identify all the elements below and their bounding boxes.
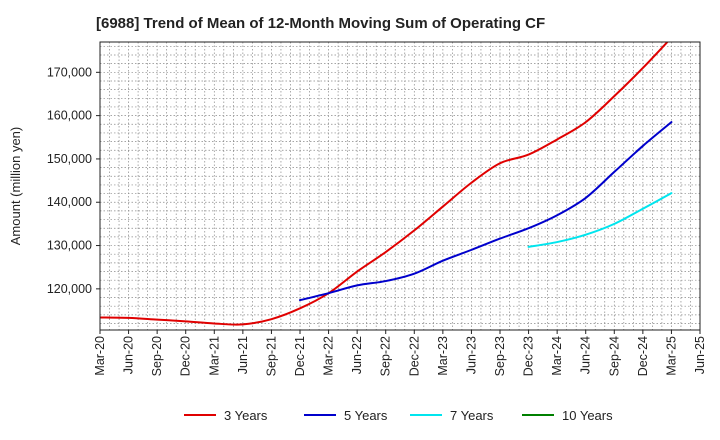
y-tick-label: 150,000 [47,152,92,166]
x-tick-label: Jun-23 [464,336,478,374]
y-tick-label: 130,000 [47,239,92,253]
x-tick-label: Dec-20 [179,336,193,376]
grid-vertical [109,42,691,330]
legend-label-7-years: 7 Years [450,408,494,423]
x-tick-label: Mar-25 [664,336,678,376]
y-axis-label: Amount (million yen) [8,127,23,246]
y-tick-label: 140,000 [47,195,92,209]
chart-title: [6988] Trend of Mean of 12-Month Moving … [96,15,545,32]
y-tick-labels: 120,000 130,000 140,000 150,000 160,000 170,0… [47,65,100,296]
x-tick-label: Dec-21 [293,336,307,376]
x-tick-label: Sep-23 [493,336,507,376]
legend-label-3-years: 3 Years [224,408,268,423]
series-lines [100,42,673,326]
y-tick-label: 170,000 [47,65,92,79]
plot-border [99,41,701,331]
x-tick-label: Jun-20 [122,336,136,374]
legend-label-10-years: 10 Years [562,408,613,423]
x-tick-label: Jun-25 [693,336,707,374]
series-line-5-years [299,121,673,302]
legend-label-5-years: 5 Years [344,408,388,423]
series-line-3-years [100,42,669,326]
x-tick-label: Mar-23 [436,336,450,376]
x-tick-labels: Mar-20 Jun-20 Sep-20 Dec-20 Mar-21 Jun-21 Sep-… [93,330,707,376]
legend: 3 Years 5 Years 7 Years 10 Years [184,408,613,423]
x-tick-label: Mar-24 [550,336,564,376]
x-tick-label: Dec-22 [407,336,421,376]
x-tick-label: Sep-20 [150,336,164,376]
x-tick-label: Jun-21 [236,336,250,374]
x-tick-label: Mar-20 [93,336,107,376]
series-line-7-years [527,192,673,248]
x-tick-label: Jun-22 [350,336,364,374]
x-tick-label: Sep-24 [607,336,621,376]
x-tick-label: Mar-22 [322,336,336,376]
x-tick-label: Dec-24 [636,336,650,376]
x-tick-label: Jun-24 [579,336,593,374]
plot-area [100,42,700,330]
y-tick-label: 160,000 [47,109,92,123]
x-tick-label: Dec-23 [522,336,536,376]
x-tick-label: Mar-21 [207,336,221,376]
x-tick-label: Sep-22 [379,336,393,376]
x-tick-label: Sep-21 [264,336,278,376]
y-tick-label: 120,000 [47,282,92,296]
